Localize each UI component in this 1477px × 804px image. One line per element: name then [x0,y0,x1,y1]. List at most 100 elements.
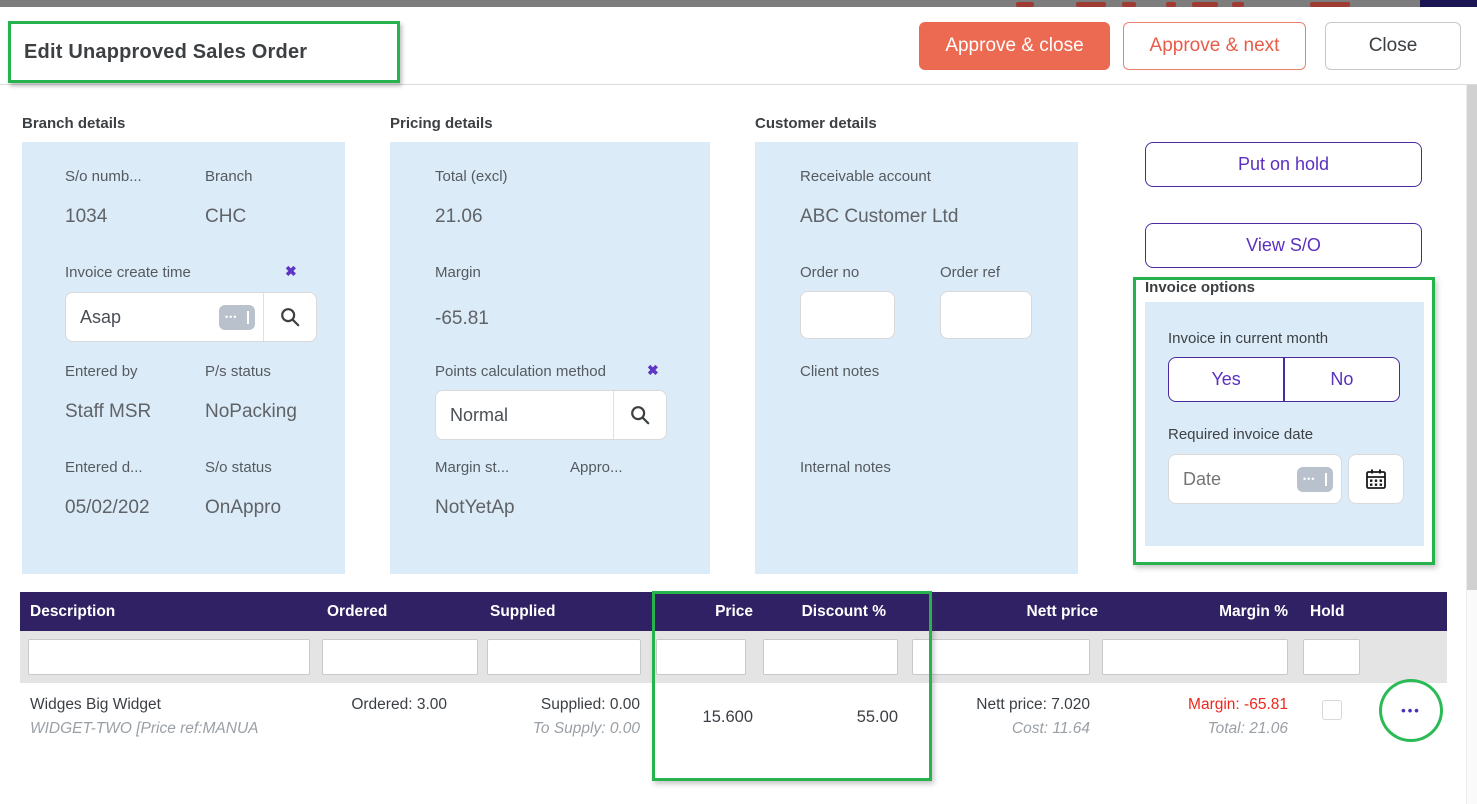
pricing-details-panel: Total (excl) 21.06 Margin -65.81 Points … [390,142,710,574]
search-button[interactable] [264,293,316,341]
approve-close-button[interactable]: Approve & close [919,22,1110,70]
total-excl-value: 21.06 [435,206,483,228]
required-invoice-date-label: Required invoice date [1168,426,1313,443]
row-description: Widges Big Widget [30,696,161,714]
ellipsis-cursor-icon [219,305,255,330]
invoice-options-heading: Invoice options [1145,279,1255,296]
receivable-account-value: ABC Customer Ltd [800,206,958,228]
col-nett-price[interactable]: Nett price [960,592,1098,631]
dialog-header: Edit Unapproved Sales Order Approve & cl… [0,7,1477,85]
points-method-input[interactable] [436,391,613,439]
customer-details-heading: Customer details [755,115,877,132]
filter-discount-input[interactable] [763,639,898,675]
calendar-icon [1364,467,1388,491]
required-invoice-date-input[interactable] [1169,455,1297,503]
margin-status-value: NotYetAp [435,497,515,519]
col-supplied[interactable]: Supplied [490,592,610,631]
col-discount[interactable]: Discount % [760,592,886,631]
so-number-label: S/o numb... [65,168,142,185]
points-method-label: Points calculation method [435,363,606,380]
branch-details-heading: Branch details [22,115,125,132]
put-on-hold-button[interactable]: Put on hold [1145,142,1422,187]
invoice-create-time-input[interactable] [66,293,219,341]
col-hold[interactable]: Hold [1310,592,1370,631]
so-status-label: S/o status [205,459,272,476]
approval-label: Appro... [570,459,623,476]
row-to-supply: To Supply: 0.00 [487,720,640,738]
ps-status-value: NoPacking [205,401,343,423]
row-discount: 55.00 [770,708,898,727]
branch-details-panel: S/o numb... Branch 1034 CHC Invoice crea… [22,142,345,574]
page-title: Edit Unapproved Sales Order [24,41,307,64]
customer-details-panel: Receivable account ABC Customer Ltd Orde… [755,142,1078,574]
col-description[interactable]: Description [30,592,230,631]
scrollbar-thumb[interactable] [1467,85,1477,590]
search-icon [629,404,651,426]
grid-header: Description Ordered Supplied Price Disco… [20,592,1447,631]
filter-description-input[interactable] [28,639,310,675]
filter-nett-price-input[interactable] [912,639,1090,675]
clear-icon[interactable] [647,362,659,379]
row-supplied: Supplied: 0.00 [487,696,640,714]
order-ref-input[interactable] [940,291,1032,339]
row-ordered: Ordered: 3.00 [300,696,447,714]
search-icon [279,306,301,328]
order-no-input[interactable] [800,291,895,339]
annotation-title-box: Edit Unapproved Sales Order [8,21,400,83]
entered-date-value: 05/02/202 [65,497,195,519]
filter-ordered-input[interactable] [322,639,478,675]
internal-notes-label: Internal notes [800,459,891,476]
ps-status-label: P/s status [205,363,271,380]
entered-date-label: Entered d... [65,459,143,476]
col-price[interactable]: Price [660,592,753,631]
so-number-value: 1034 [65,206,107,228]
branch-label: Branch [205,168,253,185]
hold-checkbox[interactable] [1322,700,1342,720]
invoice-options-panel: Invoice in current month Yes No Required… [1145,302,1424,546]
order-ref-label: Order ref [940,264,1000,281]
margin-value: -65.81 [435,308,489,330]
row-nett-price: Nett price: 7.020 [930,696,1090,714]
decor-navy-block [1420,0,1477,7]
filter-hold-input[interactable] [1303,639,1360,675]
filter-margin-input[interactable] [1102,639,1288,675]
table-row[interactable]: Widges Big Widget WIDGET-TWO [Price ref:… [20,683,1447,760]
row-description-sub: WIDGET-TWO [Price ref:MANUA [30,720,259,738]
entered-by-value: Staff MSR [65,401,151,423]
row-cost: Cost: 11.64 [930,720,1090,738]
row-total: Total: 21.06 [1128,720,1288,738]
grid-filter-row [20,631,1447,683]
invoice-create-time-label: Invoice create time [65,264,191,281]
margin-status-label: Margin st... [435,459,509,476]
filter-price-input[interactable] [656,639,746,675]
so-status-value: OnAppro [205,497,281,519]
filter-supplied-input[interactable] [487,639,641,675]
branch-value: CHC [205,206,246,228]
margin-label: Margin [435,264,481,281]
row-price: 15.600 [660,708,753,727]
entered-by-label: Entered by [65,363,138,380]
pricing-details-heading: Pricing details [390,115,493,132]
col-margin[interactable]: Margin % [1150,592,1288,631]
row-menu-button[interactable] [1379,679,1443,742]
col-ordered[interactable]: Ordered [327,592,447,631]
order-no-label: Order no [800,264,859,281]
row-margin: Margin: -65.81 [1128,696,1288,714]
invoice-current-month-label: Invoice in current month [1168,330,1328,347]
ellipsis-menu-icon [1401,703,1421,718]
client-notes-label: Client notes [800,363,879,380]
view-so-button[interactable]: View S/O [1145,223,1422,268]
top-edge-strip [0,0,1477,7]
calendar-button[interactable] [1348,454,1404,504]
clear-icon[interactable] [285,263,297,280]
toggle-yes-option[interactable]: Yes [1169,358,1283,401]
invoice-current-month-toggle: Yes No [1168,357,1400,402]
toggle-no-option[interactable]: No [1285,358,1399,401]
search-button[interactable] [614,391,666,439]
approve-next-button[interactable]: Approve & next [1123,22,1306,70]
vertical-scrollbar[interactable] [1466,85,1477,804]
close-button[interactable]: Close [1325,22,1461,70]
total-excl-label: Total (excl) [435,168,508,185]
receivable-account-label: Receivable account [800,168,931,185]
ellipsis-cursor-icon [1297,467,1333,492]
